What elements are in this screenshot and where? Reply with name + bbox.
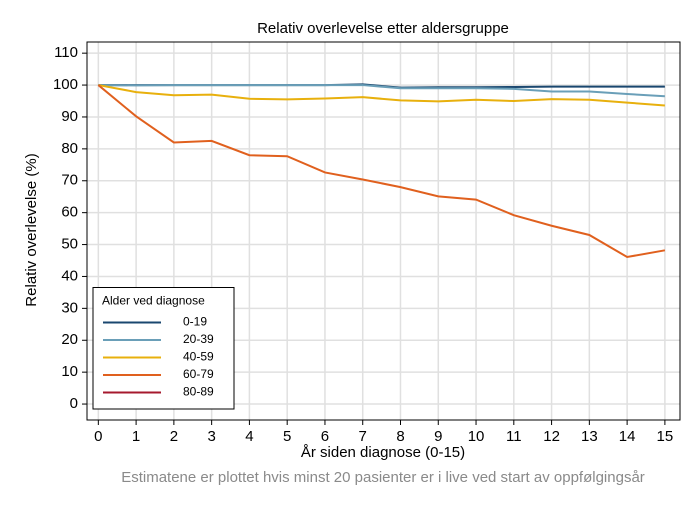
y-axis-label: Relativ overlevelse (%) (23, 153, 40, 306)
legend-label: 20-39 (183, 332, 214, 346)
x-tick-label: 0 (94, 428, 102, 445)
y-tick-label: 40 (61, 267, 78, 284)
y-tick-label: 100 (53, 76, 78, 93)
y-tick-label: 60 (61, 204, 78, 221)
footnote: Estimatene er plottet hvis minst 20 pasi… (121, 469, 645, 486)
series-line (97, 84, 666, 259)
x-tick-label: 1 (132, 428, 140, 445)
x-tick-label: 15 (657, 428, 674, 445)
plot-border (86, 41, 681, 421)
y-tick-label: 50 (61, 236, 78, 253)
x-tick-label: 7 (359, 428, 367, 445)
x-tick-label: 9 (434, 428, 442, 445)
y-tick-label: 30 (61, 299, 78, 316)
series-line (98, 84, 665, 107)
legend-label: 40-59 (183, 350, 214, 364)
x-tick-label: 10 (468, 428, 485, 445)
x-tick-label: 6 (321, 428, 329, 445)
x-tick-label: 13 (581, 428, 598, 445)
legend-box (92, 287, 235, 410)
x-tick-label: 5 (283, 428, 291, 445)
x-tick-label: 11 (506, 428, 522, 445)
x-tick-label: 2 (170, 428, 178, 445)
legend-label: 80-89 (183, 385, 214, 399)
x-tick-label: 14 (619, 428, 636, 445)
series-line (98, 84, 665, 98)
x-tick-label: 12 (543, 428, 560, 445)
legend-label: 60-79 (183, 367, 214, 381)
y-tick-label: 70 (61, 172, 78, 189)
x-tick-label: 3 (207, 428, 215, 445)
legend-label: 0-19 (183, 315, 207, 329)
y-tick-label: 80 (61, 140, 78, 157)
y-tick-label: 0 (70, 395, 78, 412)
x-axis-label: År siden diagnose (0-15) (301, 444, 465, 461)
x-tick-label: 4 (245, 428, 253, 445)
legend-title: Alder ved diagnose (102, 294, 205, 308)
y-tick-label: 110 (54, 44, 78, 61)
y-tick-label: 20 (61, 331, 78, 348)
x-tick-label: 8 (396, 428, 404, 445)
y-tick-label: 10 (61, 363, 78, 380)
y-tick-label: 90 (61, 108, 78, 125)
chart-title: Relativ overlevelse etter aldersgruppe (257, 20, 509, 37)
